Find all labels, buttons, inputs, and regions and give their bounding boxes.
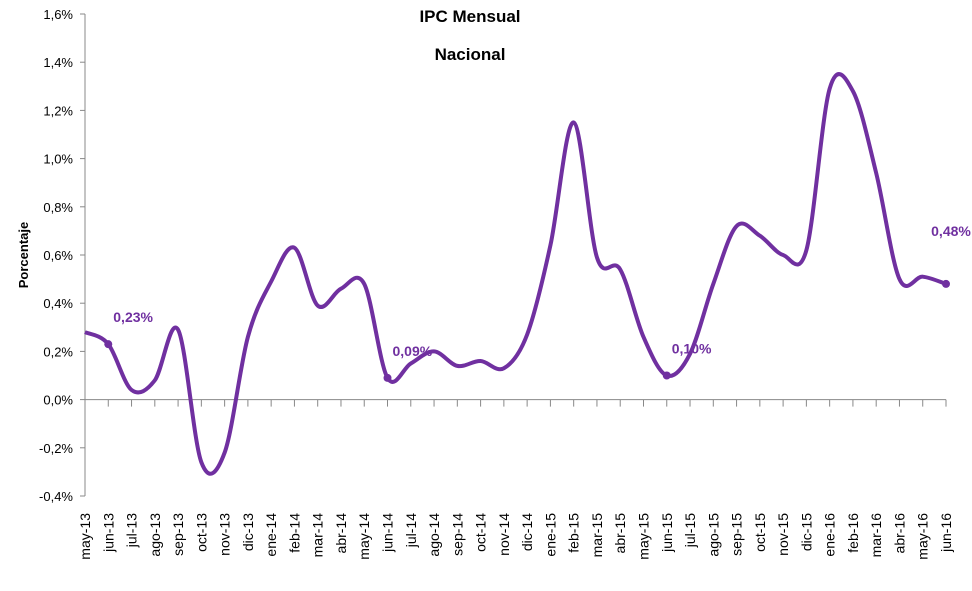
x-tick-label: ago-15 bbox=[705, 513, 721, 557]
x-tick-label: jun-14 bbox=[380, 513, 396, 553]
x-tick-label: dic-13 bbox=[240, 513, 256, 551]
x-tick-label: ene-16 bbox=[822, 513, 838, 557]
y-tick-label: 0,8% bbox=[43, 200, 73, 215]
data-label: 0,09% bbox=[393, 343, 433, 359]
point bbox=[104, 340, 113, 349]
y-tick-label: 0,4% bbox=[43, 296, 73, 311]
line bbox=[84, 72, 947, 476]
x-tick-label: may-14 bbox=[356, 513, 372, 560]
y-tick-label: 0,2% bbox=[43, 344, 73, 359]
x-tick-label: ago-14 bbox=[426, 513, 442, 557]
x-tick-label: jul-15 bbox=[682, 513, 698, 548]
y-tick-label: 0,0% bbox=[43, 393, 73, 408]
y-tick-label: 1,0% bbox=[43, 152, 73, 167]
data-label: 0,10% bbox=[672, 341, 712, 357]
point bbox=[662, 371, 671, 380]
x-tick-label: abr-16 bbox=[891, 513, 907, 554]
x-tick-label: feb-14 bbox=[286, 513, 302, 553]
data-label: 0,23% bbox=[113, 309, 153, 325]
x-tick-label: oct-15 bbox=[752, 513, 768, 552]
chart-title: IPC Mensual bbox=[419, 7, 520, 26]
x-tick-label: sep-14 bbox=[449, 513, 465, 556]
y-axis-label: Porcentaje bbox=[16, 222, 31, 288]
x-tick-label: jul-14 bbox=[403, 513, 419, 548]
x-tick-label: dic-15 bbox=[798, 513, 814, 551]
x-tick-label: mar-16 bbox=[868, 513, 884, 558]
y-tick-label: 0,6% bbox=[43, 248, 73, 263]
y-tick-label: -0,2% bbox=[39, 441, 73, 456]
x-tick-label: sep-15 bbox=[729, 513, 745, 556]
x-tick-label: mar-15 bbox=[589, 513, 605, 558]
x-tick-label: oct-14 bbox=[473, 513, 489, 552]
x-tick-label: nov-15 bbox=[775, 513, 791, 556]
x-tick-label: ene-14 bbox=[263, 513, 279, 557]
x-tick-label: jun-16 bbox=[938, 513, 954, 553]
x-tick-label: nov-14 bbox=[496, 513, 512, 556]
chart-subtitle: Nacional bbox=[435, 45, 506, 64]
x-tick-label: mar-14 bbox=[310, 513, 326, 558]
x-tick-label: jun-15 bbox=[659, 513, 675, 553]
x-tick-label: sep-13 bbox=[170, 513, 186, 556]
x-tick-label: may-16 bbox=[915, 513, 931, 560]
x-tick-label: dic-14 bbox=[519, 513, 535, 551]
x-tick-label: nov-13 bbox=[217, 513, 233, 556]
x-tick-label: feb-15 bbox=[566, 513, 582, 553]
x-tick-label: may-15 bbox=[635, 513, 651, 560]
y-tick-label: -0,4% bbox=[39, 489, 73, 504]
x-tick-label: abr-14 bbox=[333, 513, 349, 554]
y-tick-label: 1,2% bbox=[43, 103, 73, 118]
y-tick-label: 1,6% bbox=[43, 7, 73, 22]
x-tick-label: ene-15 bbox=[542, 513, 558, 557]
point bbox=[383, 373, 392, 382]
x-tick-label: jun-13 bbox=[100, 513, 116, 553]
x-tick-label: ago-13 bbox=[147, 513, 163, 557]
y-tick-label: 1,4% bbox=[43, 55, 73, 70]
x-tick-label: abr-15 bbox=[612, 513, 628, 554]
x-tick-label: feb-16 bbox=[845, 513, 861, 553]
data-label: 0,48% bbox=[931, 223, 971, 239]
x-tick-label: oct-13 bbox=[193, 513, 209, 552]
x-tick-label: may-13 bbox=[77, 513, 93, 560]
point bbox=[942, 279, 950, 288]
x-tick-label: jul-13 bbox=[124, 513, 140, 548]
